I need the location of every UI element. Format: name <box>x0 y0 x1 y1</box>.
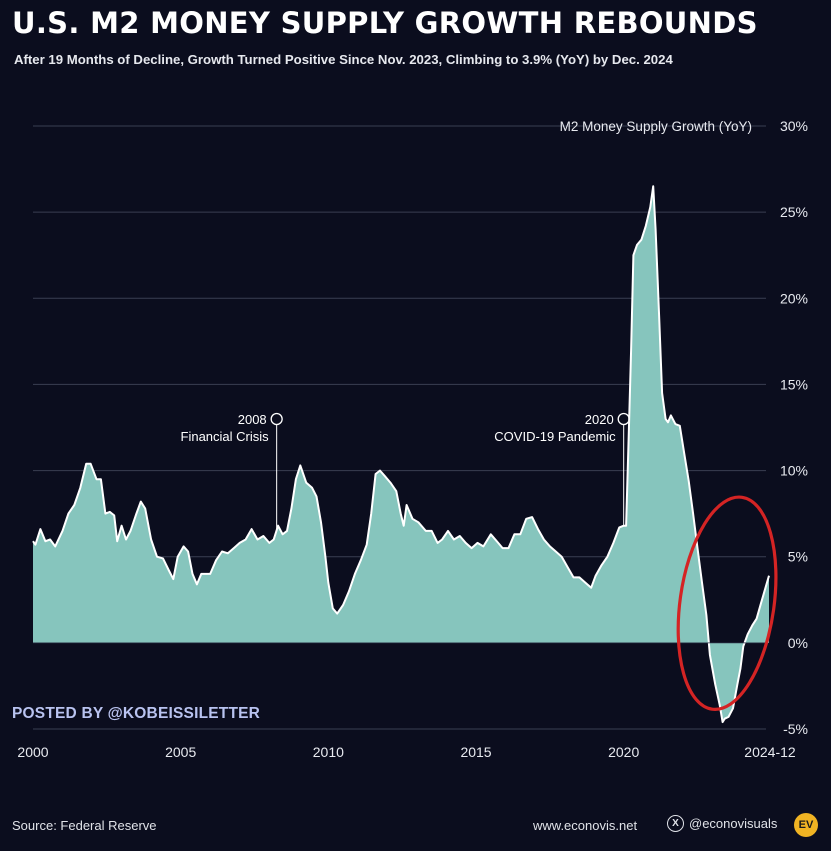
website-link[interactable]: www.econovis.net <box>533 818 638 833</box>
x-tick-label: 2015 <box>460 744 491 760</box>
source-note: Source: Federal Reserve <box>12 818 157 833</box>
chart-title: U.S. M2 MONEY SUPPLY GROWTH REBOUNDS <box>12 6 758 40</box>
y-tick-label: 25% <box>780 204 808 220</box>
y-tick-label: 10% <box>780 463 808 479</box>
y-tick-label: -5% <box>783 721 808 737</box>
y-axis-ticks: 30% 25% 20% 15% 10% 5% 0% -5% <box>780 118 808 737</box>
x-tick-label: 2000 <box>17 744 48 760</box>
growth-area <box>33 186 769 723</box>
annotation-year: 2008 <box>238 412 267 427</box>
annotation-year: 2020 <box>585 412 614 427</box>
highlight-circle <box>676 495 778 711</box>
posted-by-watermark: POSTED BY @KOBEISSILETTER <box>12 705 261 722</box>
x-axis-ticks: 2000 2005 2010 2015 2020 2024-12 <box>17 744 795 760</box>
annotation-marker <box>617 412 630 426</box>
annotation-marker <box>270 412 283 426</box>
econovis-logo-icon: EV <box>794 813 818 837</box>
annotation-label: Financial Crisis <box>181 429 270 444</box>
social-handle-group[interactable]: X @econovisuals <box>667 815 777 832</box>
y-tick-label: 0% <box>788 635 808 651</box>
chart-subtitle: After 19 Months of Decline, Growth Turne… <box>14 52 673 67</box>
annotations: 2008 Financial Crisis 2020 COVID-19 Pandemi… <box>181 412 630 531</box>
x-tick-label: 2005 <box>165 744 196 760</box>
x-tick-label: 2024-12 <box>744 744 796 760</box>
annotation-label: COVID-19 Pandemic <box>494 429 616 444</box>
y-tick-label: 20% <box>780 290 808 306</box>
y-tick-label: 30% <box>780 118 808 134</box>
social-handle: @econovisuals <box>689 816 778 831</box>
y-tick-label: 5% <box>788 549 808 565</box>
x-icon: X <box>667 815 684 832</box>
y-tick-label: 15% <box>780 376 808 392</box>
series-label: M2 Money Supply Growth (YoY) <box>560 119 752 134</box>
x-tick-label: 2010 <box>313 744 344 760</box>
growth-line <box>32 185 770 724</box>
x-tick-label: 2020 <box>608 744 639 760</box>
